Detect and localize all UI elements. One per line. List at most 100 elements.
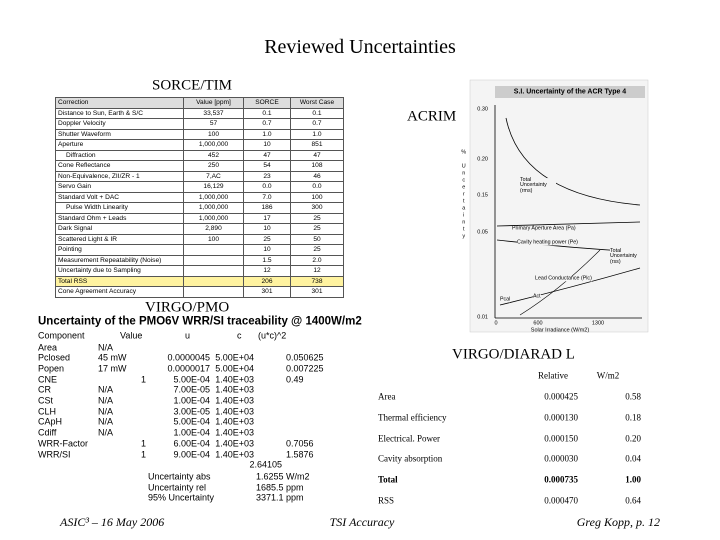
curve	[496, 221, 641, 227]
summary-value: 1.6255 W/m2	[256, 471, 310, 482]
table-cell: 25	[290, 223, 344, 235]
table-row: Correction Value [ppm] SORCE Worst Case	[55, 97, 344, 109]
table-cell: 206	[243, 275, 291, 287]
table-cell: 0.0	[243, 181, 291, 193]
table-cell: Thermal efficiency	[378, 412, 447, 423]
table-header: c	[237, 330, 242, 341]
table-cell: 1,000,000	[183, 212, 244, 224]
table-row: Servo Gain 16,129 0.0 0.0	[55, 181, 344, 193]
table-cell: 0.0000045	[167, 352, 210, 363]
curve	[519, 249, 601, 316]
table-row: Total RSS 206 738	[55, 275, 344, 287]
table-cell: Area	[378, 391, 396, 402]
table-cell: 0.000425	[544, 391, 578, 402]
curve-label: Primary Aperture Area (Pa)	[512, 225, 576, 232]
table-cell: Doppler Velocity	[55, 118, 184, 130]
table-row: Standard Ohm + Leads 1,000,000 17 25	[55, 212, 344, 224]
table-row: Measurement Repeatability (Noise) 1.5 2.0	[55, 254, 344, 266]
table-cell: N/A	[98, 395, 114, 406]
table-cell: Cone Reflectance	[55, 160, 184, 172]
table-cell: Cdiff	[38, 427, 57, 438]
table-cell: 1.40E+03	[215, 374, 254, 385]
table-row: Distance to Sun, Earth & S/C 33,537 0.1 0.1	[55, 107, 344, 119]
table-cell: Value [ppm]	[183, 97, 244, 109]
table-cell: 0.007225	[286, 363, 324, 374]
y-tick-label: 0.30	[477, 106, 488, 113]
table-cell: 0.0000017	[167, 363, 210, 374]
table-cell: RSS	[378, 495, 395, 506]
x-tick-label: 600	[533, 320, 543, 327]
table-cell: 0.000150	[544, 433, 578, 444]
table-row: Scattered Light & IR 100 25 50	[55, 233, 344, 245]
section-label: VIRGO/DIARAD L	[452, 346, 575, 363]
slide-title: Reviewed Uncertainties	[264, 36, 456, 58]
y-tick-label: 0.20	[477, 156, 488, 163]
table-cell: 1.00E-04	[173, 427, 210, 438]
table-cell: 0.20	[625, 433, 641, 444]
table-cell: 0.49	[286, 374, 304, 385]
summary-value: 3371.1 ppm	[256, 492, 304, 503]
table-cell: 1.00E-04	[173, 395, 210, 406]
table-cell: 25	[290, 212, 344, 224]
table-row: Pulse Width Linearity 1,000,000 186 300	[55, 202, 344, 214]
table-cell: 1.40E+03	[215, 449, 254, 459]
table-cell: 1.00	[625, 474, 641, 485]
table-row: Diffraction 452 47 47	[55, 149, 344, 161]
table-cell: 1,000,000	[183, 202, 244, 214]
table-cell: 0.18	[625, 412, 641, 423]
table-cell: 9.00E-04	[173, 449, 210, 459]
table-cell: Total RSS	[55, 275, 184, 287]
table-cell: Dark Signal	[55, 223, 184, 235]
table-cell: 17 mW	[98, 363, 127, 374]
table-cell: N/A	[98, 427, 114, 438]
table-cell: 1.40E+03	[215, 427, 254, 438]
table-header: Value	[120, 330, 143, 341]
table-cell: CNE	[38, 374, 58, 385]
table-cell: Pclosed	[38, 352, 71, 363]
table-cell: 0.050625	[286, 352, 324, 363]
table-cell: 0.000735	[544, 474, 578, 485]
sorce-table: Correction Value [ppm] SORCE Worst Case Dist…	[55, 97, 344, 298]
table-row: Shutter Waveform 100 1.0 1.0	[55, 128, 344, 140]
table-cell	[183, 275, 244, 287]
table-cell: CLH	[38, 406, 57, 417]
table-cell: Shutter Waveform	[55, 128, 184, 140]
table-header: (u*c)^2	[258, 330, 287, 341]
curve-label: Cavity heating power (Pe)	[517, 239, 578, 246]
table-header: Component	[38, 330, 85, 341]
table-cell: 0.04	[625, 453, 641, 464]
table-header: Relative	[538, 370, 568, 381]
table-cell: 7.0	[243, 191, 291, 203]
table-cell: Non-Equivalence, ZII/ZR - 1	[55, 170, 184, 182]
table-cell: 1.40E+03	[215, 438, 254, 449]
table-cell	[183, 244, 244, 256]
table-cell: 108	[290, 160, 344, 172]
table-cell: 0.000030	[544, 453, 578, 464]
table-cell: 1.40E+03	[215, 406, 254, 417]
table-cell: 300	[290, 202, 344, 214]
table-cell: 50	[290, 233, 344, 245]
table-cell: 54	[243, 160, 291, 172]
y-tick-label: 0.05	[477, 229, 488, 236]
table-cell: 1	[140, 449, 146, 459]
plot-title-bar	[495, 86, 645, 98]
table-cell: 46	[290, 170, 344, 182]
table-cell: 1,000,000	[183, 139, 244, 151]
table-cell: 45 mW	[98, 352, 127, 363]
table-header: u	[185, 330, 191, 341]
table-cell: 25	[290, 244, 344, 256]
section-label: SORCE/TIM	[152, 77, 233, 94]
table-cell: 0.0	[290, 181, 344, 193]
table-cell: Standard Ohm + Leads	[55, 212, 184, 224]
x-tick-label: 1300	[591, 320, 605, 327]
table-cell: 25	[243, 233, 291, 245]
table-cell: Uncertainty due to Sampling	[55, 265, 184, 277]
table-cell: Pulse Width Linearity	[55, 202, 184, 214]
table-cell: N/A	[98, 384, 114, 395]
table-cell: 186	[243, 202, 291, 214]
table-cell: Worst Case	[290, 97, 344, 109]
footer-center: TSI Accuracy	[329, 515, 395, 529]
table-row: Doppler Velocity 57 0.7 0.7	[55, 118, 344, 130]
